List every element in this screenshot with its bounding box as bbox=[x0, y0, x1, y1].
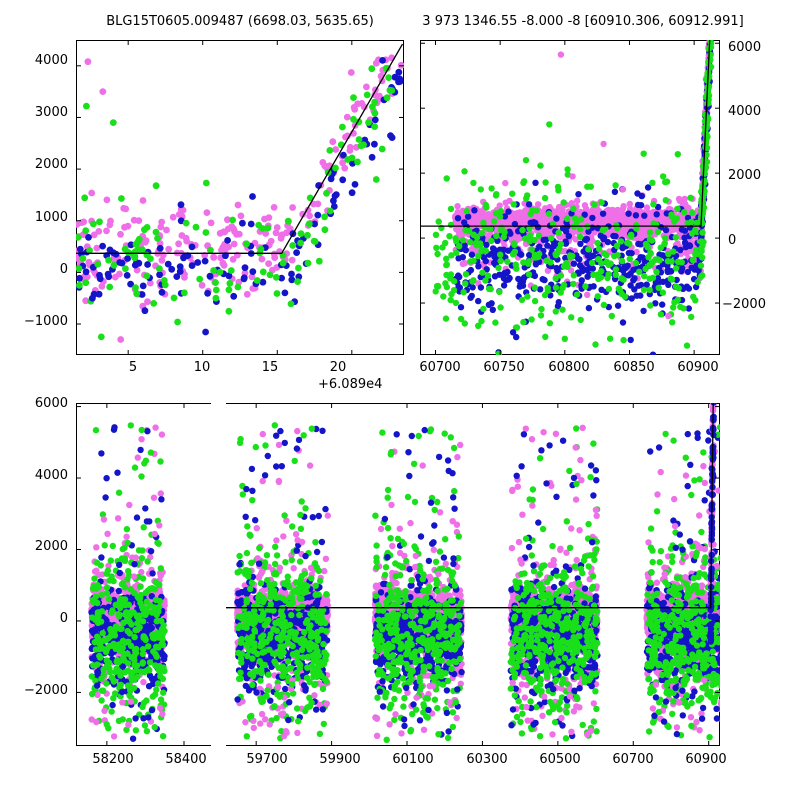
ax1-ytick-4000: 4000 bbox=[34, 53, 68, 68]
ax1-xtick-10: 10 bbox=[193, 360, 211, 375]
ax1-xtick-5: 5 bbox=[128, 360, 138, 375]
ax3-ytick-4000: 4000 bbox=[34, 468, 68, 483]
ax2-ytick-4000: 4000 bbox=[728, 104, 762, 119]
ax1-xtick-15: 15 bbox=[261, 360, 279, 375]
top-right-scatter-axes bbox=[420, 40, 720, 355]
ax2-xtick-60900: 60900 bbox=[677, 360, 719, 375]
ax1-x-offset-label: +6.089e4 bbox=[318, 377, 383, 392]
ax3-xtick-59700: 59700 bbox=[246, 752, 288, 767]
ax2-xtick-60850: 60850 bbox=[613, 360, 655, 375]
top-left-scatter-axes bbox=[76, 40, 404, 355]
ax3-ytick-2000: 2000 bbox=[34, 539, 68, 554]
ax3-xtick-60500: 60500 bbox=[539, 752, 581, 767]
ax3-ytick-0: 0 bbox=[59, 611, 68, 626]
ax2-xtick-60800: 60800 bbox=[548, 360, 590, 375]
ax3-xtick-58400: 58400 bbox=[165, 752, 207, 767]
ax2-xtick-60750: 60750 bbox=[483, 360, 525, 375]
top-right-panel-title: 3 973 1346.55 -8.000 -8 [60910.306, 6091… bbox=[422, 14, 744, 29]
ax2-xtick-60700: 60700 bbox=[419, 360, 461, 375]
ax1-ytick-0: 0 bbox=[59, 262, 68, 277]
ax3-xtick-60100: 60100 bbox=[392, 752, 434, 767]
ax3-xtick-60700: 60700 bbox=[612, 752, 654, 767]
ax3-xtick-60900: 60900 bbox=[685, 752, 727, 767]
ax1-ytick-3000: 3000 bbox=[34, 105, 68, 120]
ax3-xtick-58200: 58200 bbox=[92, 752, 134, 767]
ax1-ytick-1000: 1000 bbox=[34, 210, 68, 225]
ax3-xtick-60300: 60300 bbox=[466, 752, 508, 767]
ax1-ytick-2000: 2000 bbox=[34, 157, 68, 172]
ax3-xtick-59900: 59900 bbox=[319, 752, 361, 767]
ax2-ytick-neg2000: −2000 bbox=[722, 297, 766, 312]
ax1-xtick-20: 20 bbox=[329, 360, 347, 375]
ax3-ytick-neg2000: −2000 bbox=[24, 683, 68, 698]
ax2-ytick-0: 0 bbox=[728, 233, 737, 248]
ax1-ytick-neg1000: −1000 bbox=[24, 314, 68, 329]
ax2-ytick-6000: 6000 bbox=[728, 40, 762, 55]
ax2-ytick-2000: 2000 bbox=[728, 168, 762, 183]
ax3-ytick-6000: 6000 bbox=[34, 396, 68, 411]
top-left-panel-title: BLG15T0605.009487 (6698.03, 5635.65) bbox=[106, 14, 374, 29]
